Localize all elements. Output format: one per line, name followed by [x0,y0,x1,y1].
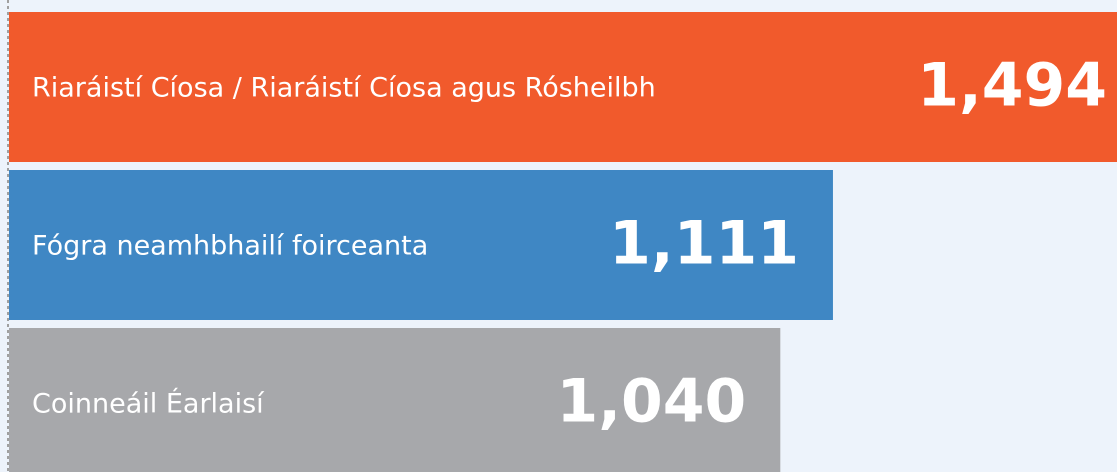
category-label: Coinneáil Éarlaisí [32,388,265,420]
value-label: 1,494 [917,51,1107,121]
value-label: 1,111 [609,209,799,279]
bar [9,12,1117,162]
category-label: Riaráistí Cíosa / Riaráistí Cíosa agus R… [32,73,656,104]
bar [9,328,781,472]
category-label: Fógra neamhbhailí foirceanta [32,231,428,262]
bar [9,170,833,320]
value-label: 1,040 [557,367,747,437]
